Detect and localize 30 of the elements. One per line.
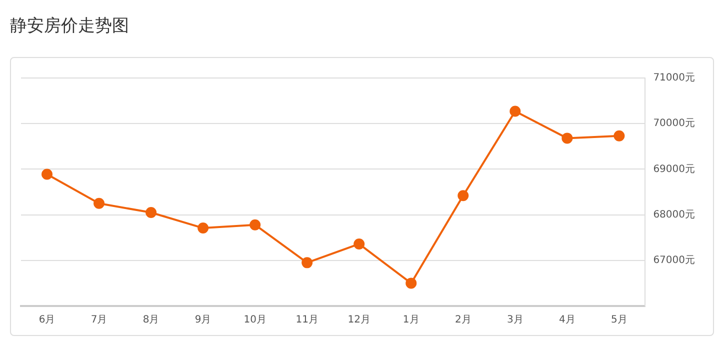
point xyxy=(94,198,105,209)
x-tick-label: 2月 xyxy=(454,314,472,326)
x-tick-label: 10月 xyxy=(244,314,266,326)
point xyxy=(354,238,365,250)
point xyxy=(406,278,417,289)
point xyxy=(146,207,157,218)
x-tick-label: 12月 xyxy=(348,314,370,326)
y-tick-label: 68000元 xyxy=(653,209,695,220)
point xyxy=(198,222,209,234)
x-tick-label: 3月 xyxy=(506,314,524,326)
y-tick-label: 71000元 xyxy=(653,72,695,84)
x-tick-label: 9月 xyxy=(194,314,212,326)
point xyxy=(562,132,573,144)
point xyxy=(458,190,469,202)
point xyxy=(510,106,521,117)
x-tick-label: 6月 xyxy=(38,314,56,326)
chart-title: 静安房价走势图 xyxy=(10,15,129,37)
point xyxy=(42,168,53,180)
point xyxy=(250,219,261,230)
x-tick-label: 1月 xyxy=(402,314,420,326)
x-tick-label: 8月 xyxy=(142,314,160,326)
x-tick-label: 7月 xyxy=(90,314,108,326)
x-tick-label: 5月 xyxy=(610,314,628,326)
x-tick-label: 4月 xyxy=(558,314,576,326)
y-tick-label: 67000元 xyxy=(653,254,695,266)
point xyxy=(614,130,625,142)
point xyxy=(302,257,313,268)
x-tick-label: 11月 xyxy=(296,314,318,326)
y-tick-label: 69000元 xyxy=(653,164,695,175)
y-tick-label: 70000元 xyxy=(653,118,695,130)
